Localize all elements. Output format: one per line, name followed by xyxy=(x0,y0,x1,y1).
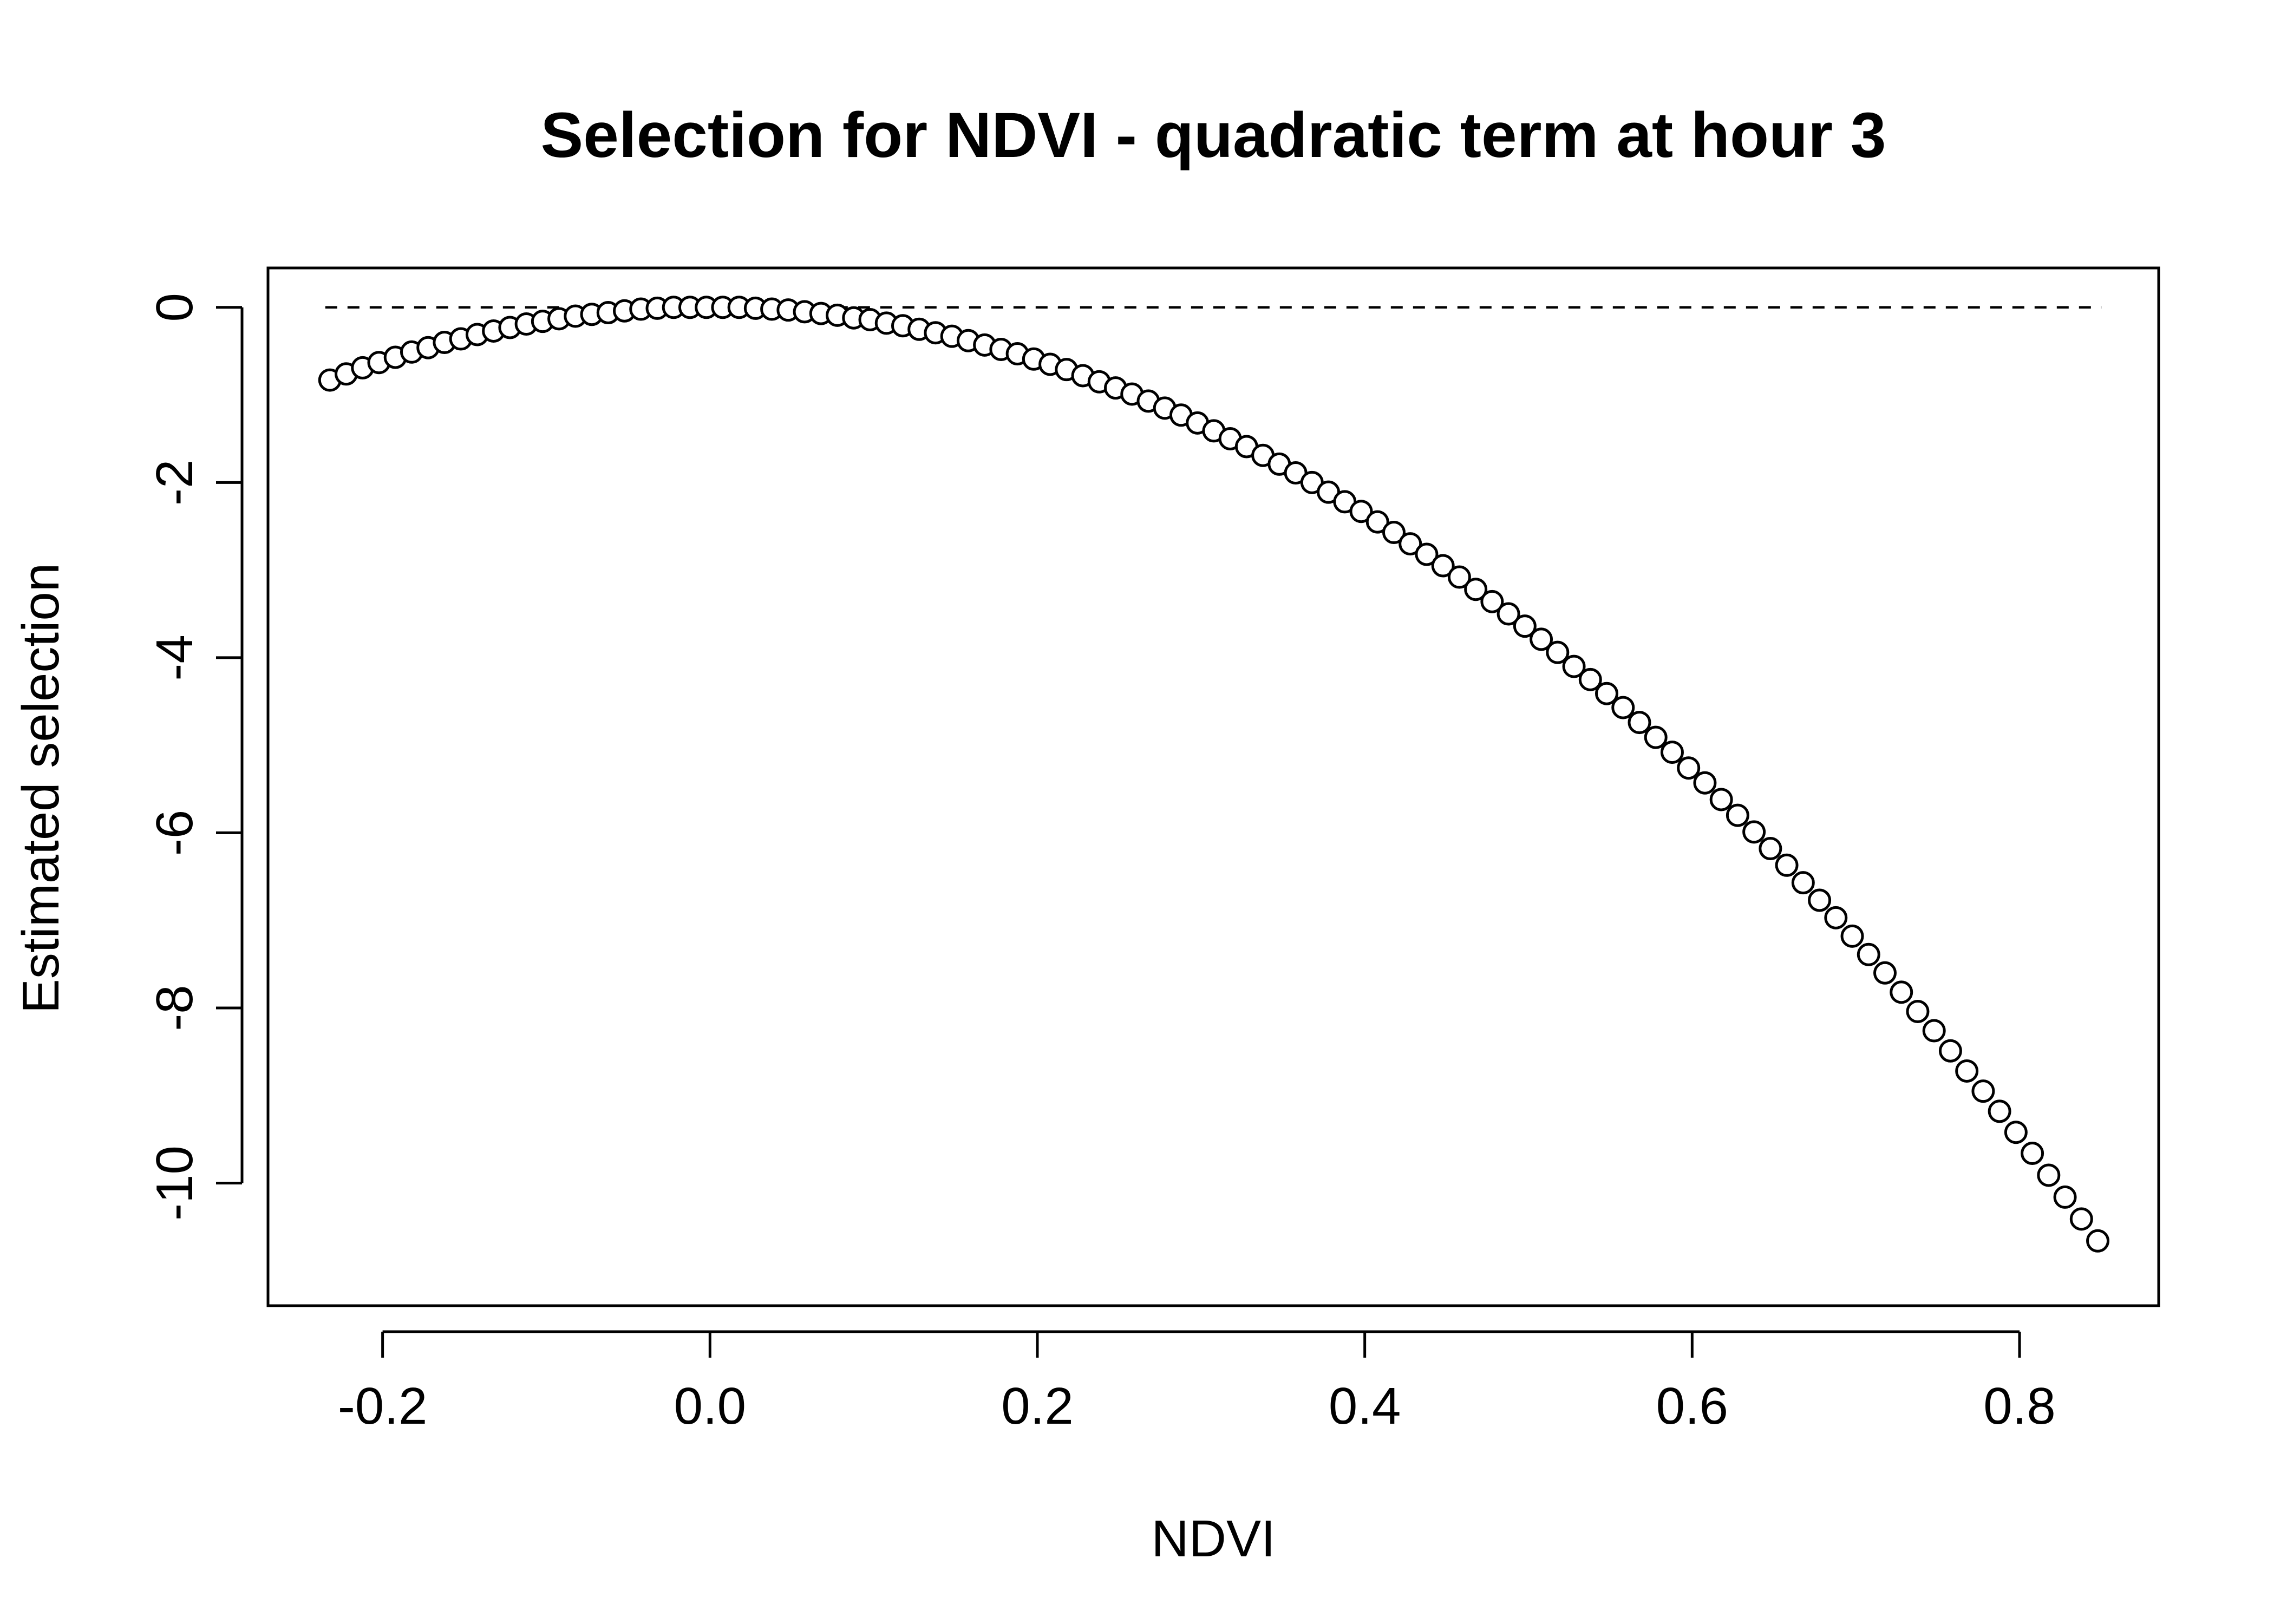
y-tick-label: -4 xyxy=(146,634,204,680)
data-point xyxy=(1775,853,1799,877)
data-point xyxy=(1693,771,1717,795)
x-tick-label: 0.4 xyxy=(1329,1377,1401,1435)
data-point xyxy=(1808,888,1832,912)
data-point xyxy=(1578,667,1602,691)
data-point xyxy=(1742,820,1766,844)
x-axis: -0.2 0.0 0.2 0.4 0.6 0.8 xyxy=(338,1330,2056,1435)
data-point xyxy=(1726,803,1749,827)
y-tick-label: 0 xyxy=(146,293,204,322)
data-point xyxy=(1709,788,1733,811)
data-point xyxy=(1660,741,1684,764)
x-tick-label: 0.2 xyxy=(1001,1377,1073,1435)
data-point xyxy=(2053,1185,2077,1209)
x-axis-label: NDVI xyxy=(1151,1510,1275,1568)
data-point xyxy=(1791,871,1815,895)
y-tick-label: -10 xyxy=(146,1145,204,1221)
data-points-group xyxy=(318,296,2110,1253)
y-axis-label: Estimated selection xyxy=(12,563,70,1013)
x-tick-label: -0.2 xyxy=(338,1377,427,1435)
data-point xyxy=(1890,980,1913,1004)
data-point xyxy=(1562,654,1586,678)
y-tick-label: -6 xyxy=(146,810,204,856)
data-point xyxy=(1824,906,1848,929)
data-point xyxy=(1628,711,1651,735)
x-tick-label: 0.0 xyxy=(674,1377,746,1435)
data-point xyxy=(1382,521,1406,545)
data-point xyxy=(1365,510,1389,534)
data-point xyxy=(1415,542,1439,566)
data-point xyxy=(1464,578,1488,601)
y-tick-label: -2 xyxy=(146,460,204,506)
data-point xyxy=(1530,627,1553,651)
data-point xyxy=(1873,961,1897,985)
y-axis: 0 -2 -4 -6 -8 -10 xyxy=(146,293,244,1221)
data-point xyxy=(1971,1079,1995,1103)
data-point xyxy=(1497,602,1520,626)
data-point xyxy=(2004,1121,2028,1144)
chart-title: Selection for NDVI - quadratic term at h… xyxy=(541,100,1886,171)
data-point xyxy=(1988,1099,2011,1123)
data-point xyxy=(1955,1059,1979,1083)
data-point xyxy=(1431,554,1455,578)
data-point xyxy=(1611,696,1635,719)
plot-area-border xyxy=(266,266,2160,1307)
data-point xyxy=(2086,1229,2110,1253)
data-point xyxy=(2021,1142,2044,1165)
data-point xyxy=(1906,999,1930,1023)
data-point xyxy=(1349,500,1373,523)
data-point xyxy=(1399,532,1422,556)
data-point xyxy=(1595,682,1619,705)
data-point xyxy=(1546,640,1570,664)
x-tick-label: 0.8 xyxy=(1983,1377,2055,1435)
data-point xyxy=(1840,924,1864,948)
data-point xyxy=(2037,1163,2061,1187)
data-point xyxy=(1922,1019,1946,1043)
data-point xyxy=(1644,725,1668,749)
data-point xyxy=(1677,756,1701,780)
x-tick-label: 0.6 xyxy=(1656,1377,1728,1435)
data-point xyxy=(1759,837,1782,861)
data-point xyxy=(2069,1207,2093,1231)
data-point xyxy=(1447,565,1471,589)
data-point xyxy=(1480,590,1504,613)
data-point xyxy=(1938,1039,1962,1063)
y-tick-label: -8 xyxy=(146,985,204,1031)
data-point xyxy=(1857,942,1880,966)
data-point xyxy=(1513,614,1537,638)
